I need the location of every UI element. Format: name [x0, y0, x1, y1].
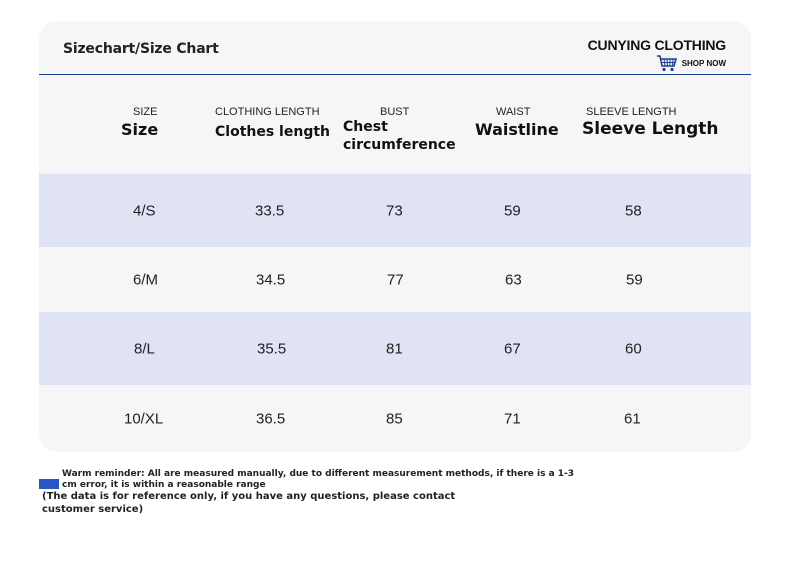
cell-waist: 67 — [504, 340, 521, 357]
cell-waist: 63 — [505, 271, 522, 288]
cell-bust: 77 — [387, 271, 404, 288]
reference-note: (The data is for reference only, if you … — [42, 491, 456, 515]
cell-bust: 73 — [386, 202, 403, 219]
shopping-cart-icon — [656, 55, 677, 72]
table-row: 6/M 34.5 77 63 59 — [39, 247, 751, 312]
brand-name: CUNYING CLOTHING — [587, 37, 727, 53]
cell-length: 36.5 — [256, 410, 286, 427]
cell-size: 10/XL — [124, 410, 164, 427]
page-title: Sizechart/Size Chart — [63, 41, 219, 57]
cell-size: 8/L — [134, 340, 155, 357]
cell-sleeve: 61 — [624, 410, 641, 427]
shop-now-link[interactable]: SHOP NOW — [588, 54, 726, 72]
warm-reminder-text: Warm reminder: All are measured manually… — [62, 469, 575, 490]
col-header-waist-en: WAIST — [496, 106, 531, 118]
cell-waist: 59 — [504, 202, 521, 219]
cell-sleeve: 60 — [625, 340, 642, 357]
col-header-bust-en: BUST — [380, 106, 410, 118]
cell-size: 6/M — [133, 271, 159, 288]
col-header-size: SIZE Size — [121, 106, 158, 139]
cell-sleeve: 59 — [626, 271, 643, 288]
cell-size: 4/S — [133, 202, 156, 219]
cell-length: 34.5 — [256, 271, 286, 288]
col-header-sleeve: SLEEVE LENGTH Sleeve Length — [582, 106, 719, 138]
col-header-size-en: SIZE — [133, 106, 158, 118]
col-header-length-label: Clothes length — [215, 124, 330, 140]
col-header-length-en: CLOTHING LENGTH — [215, 106, 320, 118]
col-header-sleeve-label: Sleeve Length — [582, 119, 719, 139]
cell-bust: 85 — [386, 410, 403, 427]
table-row: 8/L 35.5 81 67 60 — [39, 312, 751, 385]
table-row: 10/XL 36.5 85 71 61 — [39, 385, 751, 452]
reminder-marker — [39, 479, 59, 489]
cell-bust: 81 — [386, 340, 403, 357]
col-header-size-label: Size — [121, 120, 159, 139]
table-row: 4/S 33.5 73 59 58 — [39, 174, 751, 247]
col-header-waist: WAIST Waistline — [475, 106, 559, 139]
cell-waist: 71 — [504, 410, 521, 427]
size-chart-card: Sizechart/Size Chart CUNYING CLOTHING SH… — [39, 21, 751, 452]
table-header: SIZE Size CLOTHING LENGTH Clothes length… — [39, 106, 751, 186]
col-header-waist-label: Waistline — [475, 120, 559, 139]
brand-block: CUNYING CLOTHING SHOP NOW — [588, 37, 726, 72]
cell-length: 35.5 — [257, 340, 287, 357]
col-header-sleeve-en: SLEEVE LENGTH — [586, 106, 677, 118]
cell-length: 33.5 — [255, 202, 285, 219]
col-header-length: CLOTHING LENGTH Clothes length — [215, 106, 330, 141]
col-header-bust: BUST Chest circumference — [343, 106, 463, 154]
col-header-bust-label: Chest circumference — [343, 119, 456, 153]
header-divider — [39, 74, 751, 75]
shop-now-label: SHOP NOW — [681, 58, 726, 68]
cell-sleeve: 58 — [625, 202, 642, 219]
